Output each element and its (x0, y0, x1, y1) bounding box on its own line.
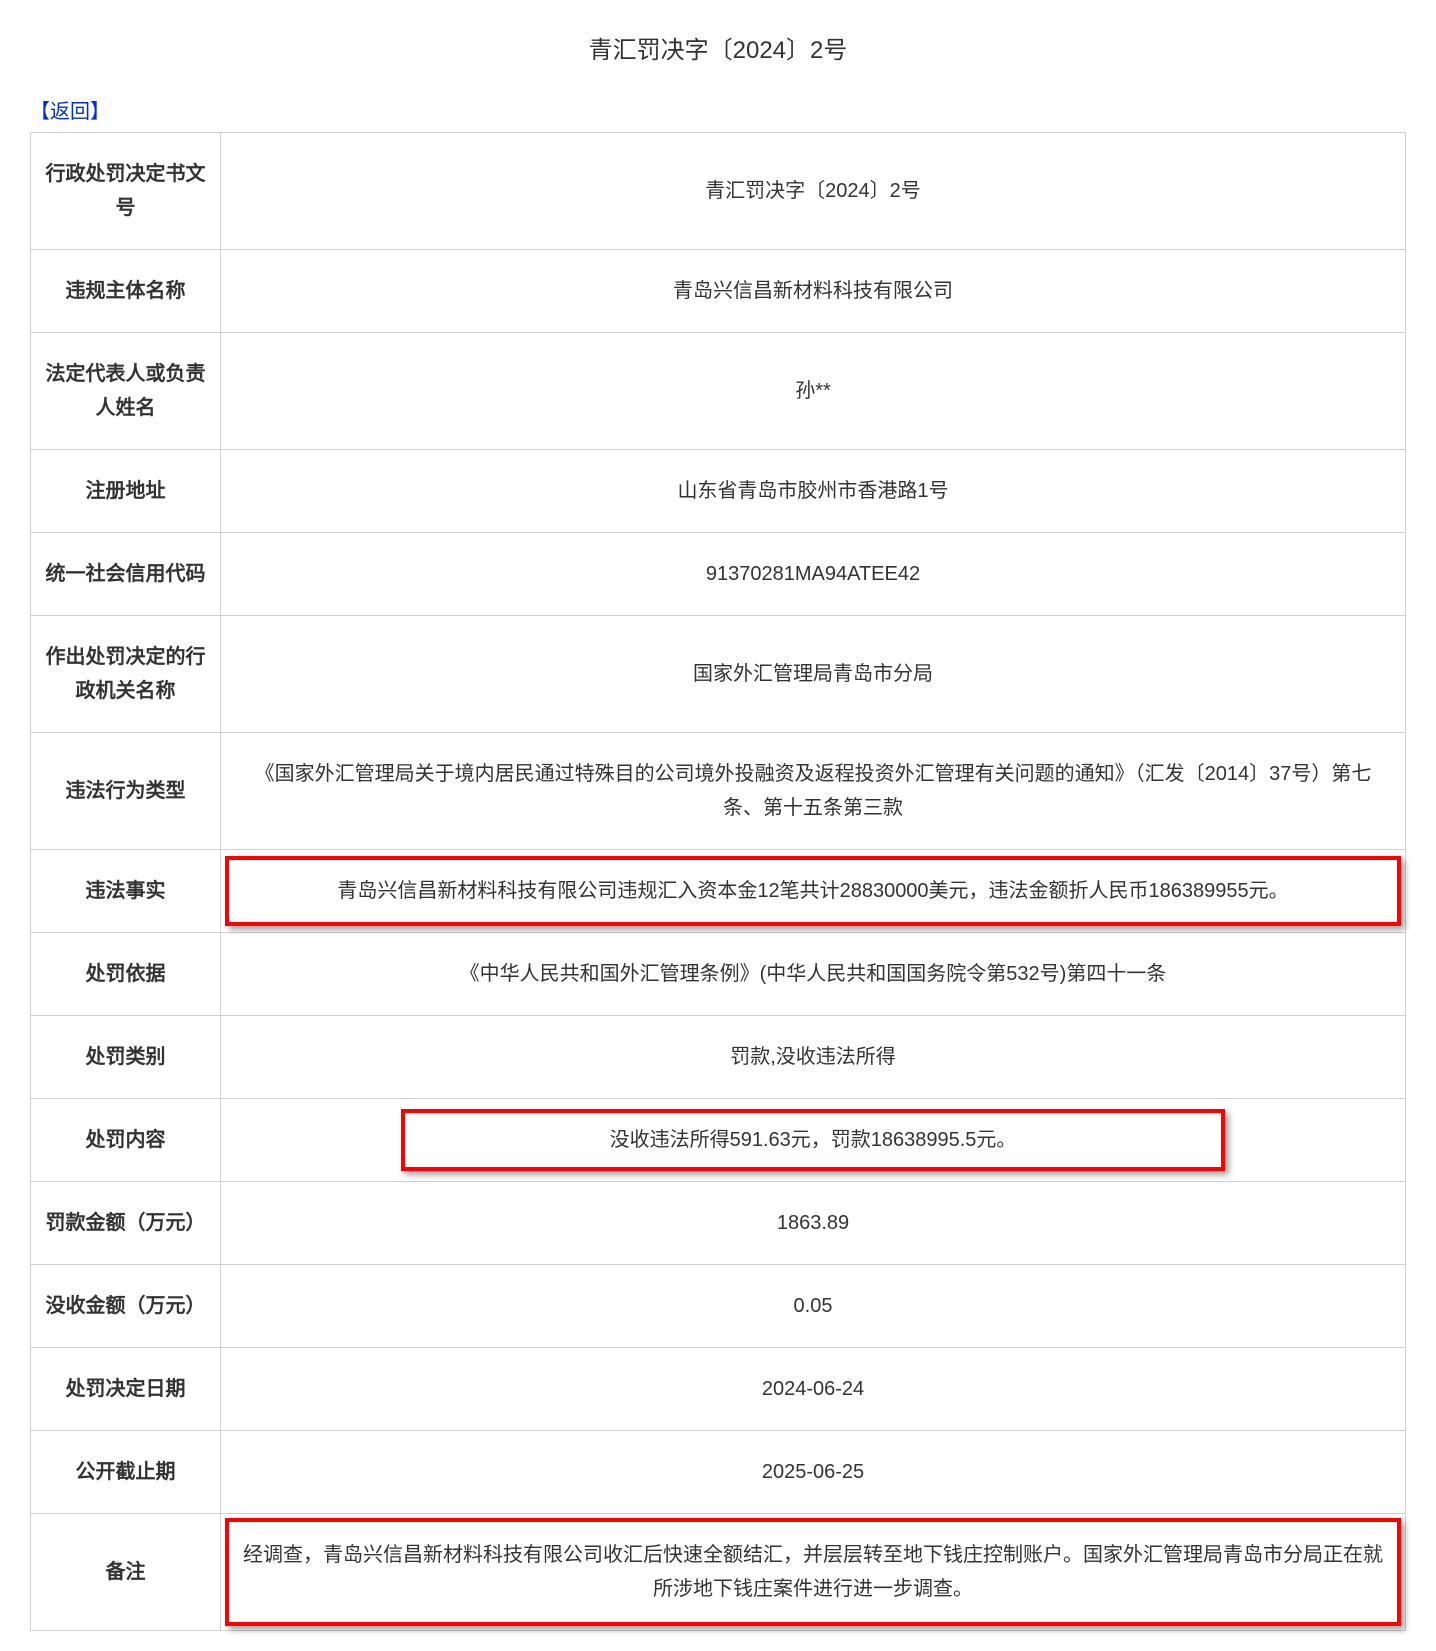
label-penalty-content: 处罚内容 (31, 1099, 221, 1182)
value-authority: 国家外汇管理局青岛市分局 (221, 616, 1406, 733)
row-confiscate-amount: 没收金额（万元） 0.05 (31, 1265, 1406, 1348)
row-violation-type: 违法行为类型 《国家外汇管理局关于境内居民通过特殊目的公司境外投融资及返程投资外… (31, 733, 1406, 850)
row-violation-fact: 违法事实 青岛兴信昌新材料科技有限公司违规汇入资本金12笔共计28830000美… (31, 850, 1406, 933)
label-legal-rep: 法定代表人或负责人姓名 (31, 333, 221, 450)
value-subject-name: 青岛兴信昌新材料科技有限公司 (221, 250, 1406, 333)
label-doc-number: 行政处罚决定书文号 (31, 133, 221, 250)
row-authority: 作出处罚决定的行政机关名称 国家外汇管理局青岛市分局 (31, 616, 1406, 733)
value-violation-type: 《国家外汇管理局关于境内居民通过特殊目的公司境外投融资及返程投资外汇管理有关问题… (221, 733, 1406, 850)
row-penalty-basis: 处罚依据 《中华人民共和国外汇管理条例》(中华人民共和国国务院令第532号)第四… (31, 933, 1406, 1016)
row-penalty-category: 处罚类别 罚款,没收违法所得 (31, 1016, 1406, 1099)
row-public-deadline: 公开截止期 2025-06-25 (31, 1431, 1406, 1514)
label-public-deadline: 公开截止期 (31, 1431, 221, 1514)
label-penalty-category: 处罚类别 (31, 1016, 221, 1099)
value-violation-fact: 青岛兴信昌新材料科技有限公司违规汇入资本金12笔共计28830000美元，违法金… (221, 850, 1406, 933)
row-reg-address: 注册地址 山东省青岛市胶州市香港路1号 (31, 450, 1406, 533)
value-penalty-category: 罚款,没收违法所得 (221, 1016, 1406, 1099)
label-violation-type: 违法行为类型 (31, 733, 221, 850)
value-penalty-basis: 《中华人民共和国外汇管理条例》(中华人民共和国国务院令第532号)第四十一条 (221, 933, 1406, 1016)
label-subject-name: 违规主体名称 (31, 250, 221, 333)
penalty-table: 行政处罚决定书文号 青汇罚决字〔2024〕2号 违规主体名称 青岛兴信昌新材料科… (30, 132, 1406, 1631)
label-penalty-basis: 处罚依据 (31, 933, 221, 1016)
value-fine-amount: 1863.89 (221, 1182, 1406, 1265)
value-confiscate-amount: 0.05 (221, 1265, 1406, 1348)
row-fine-amount: 罚款金额（万元） 1863.89 (31, 1182, 1406, 1265)
label-remark: 备注 (31, 1514, 221, 1631)
value-public-deadline: 2025-06-25 (221, 1431, 1406, 1514)
label-social-credit: 统一社会信用代码 (31, 533, 221, 616)
back-link[interactable]: 【返回】 (30, 95, 110, 124)
label-reg-address: 注册地址 (31, 450, 221, 533)
label-fine-amount: 罚款金额（万元） (31, 1182, 221, 1265)
label-authority: 作出处罚决定的行政机关名称 (31, 616, 221, 733)
row-decision-date: 处罚决定日期 2024-06-24 (31, 1348, 1406, 1431)
row-penalty-content: 处罚内容 没收违法所得591.63元，罚款18638995.5元。 (31, 1099, 1406, 1182)
value-decision-date: 2024-06-24 (221, 1348, 1406, 1431)
label-confiscate-amount: 没收金额（万元） (31, 1265, 221, 1348)
row-remark: 备注 经调查，青岛兴信昌新材料科技有限公司收汇后快速全额结汇，并层层转至地下钱庄… (31, 1514, 1406, 1631)
value-social-credit: 91370281MA94ATEE42 (221, 533, 1406, 616)
value-remark: 经调查，青岛兴信昌新材料科技有限公司收汇后快速全额结汇，并层层转至地下钱庄控制账… (221, 1514, 1406, 1631)
value-doc-number: 青汇罚决字〔2024〕2号 (221, 133, 1406, 250)
row-subject-name: 违规主体名称 青岛兴信昌新材料科技有限公司 (31, 250, 1406, 333)
label-decision-date: 处罚决定日期 (31, 1348, 221, 1431)
value-legal-rep: 孙** (221, 333, 1406, 450)
row-legal-rep: 法定代表人或负责人姓名 孙** (31, 333, 1406, 450)
row-doc-number: 行政处罚决定书文号 青汇罚决字〔2024〕2号 (31, 133, 1406, 250)
label-violation-fact: 违法事实 (31, 850, 221, 933)
row-social-credit: 统一社会信用代码 91370281MA94ATEE42 (31, 533, 1406, 616)
page-title: 青汇罚决字〔2024〕2号 (30, 30, 1406, 65)
value-penalty-content: 没收违法所得591.63元，罚款18638995.5元。 (221, 1099, 1406, 1182)
value-reg-address: 山东省青岛市胶州市香港路1号 (221, 450, 1406, 533)
